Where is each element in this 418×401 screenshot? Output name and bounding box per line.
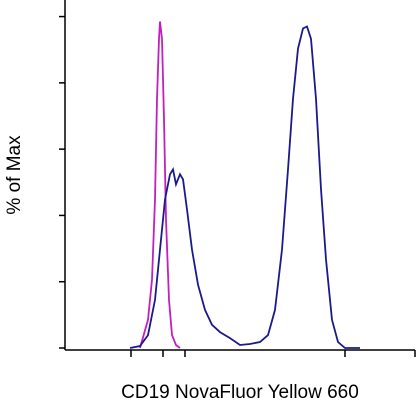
y-axis-label: % of Max bbox=[4, 135, 25, 215]
histogram-line bbox=[129, 25, 360, 349]
x-axis-label: CD19 NovaFluor Yellow 660 bbox=[121, 382, 359, 401]
histogram-line bbox=[139, 21, 181, 349]
